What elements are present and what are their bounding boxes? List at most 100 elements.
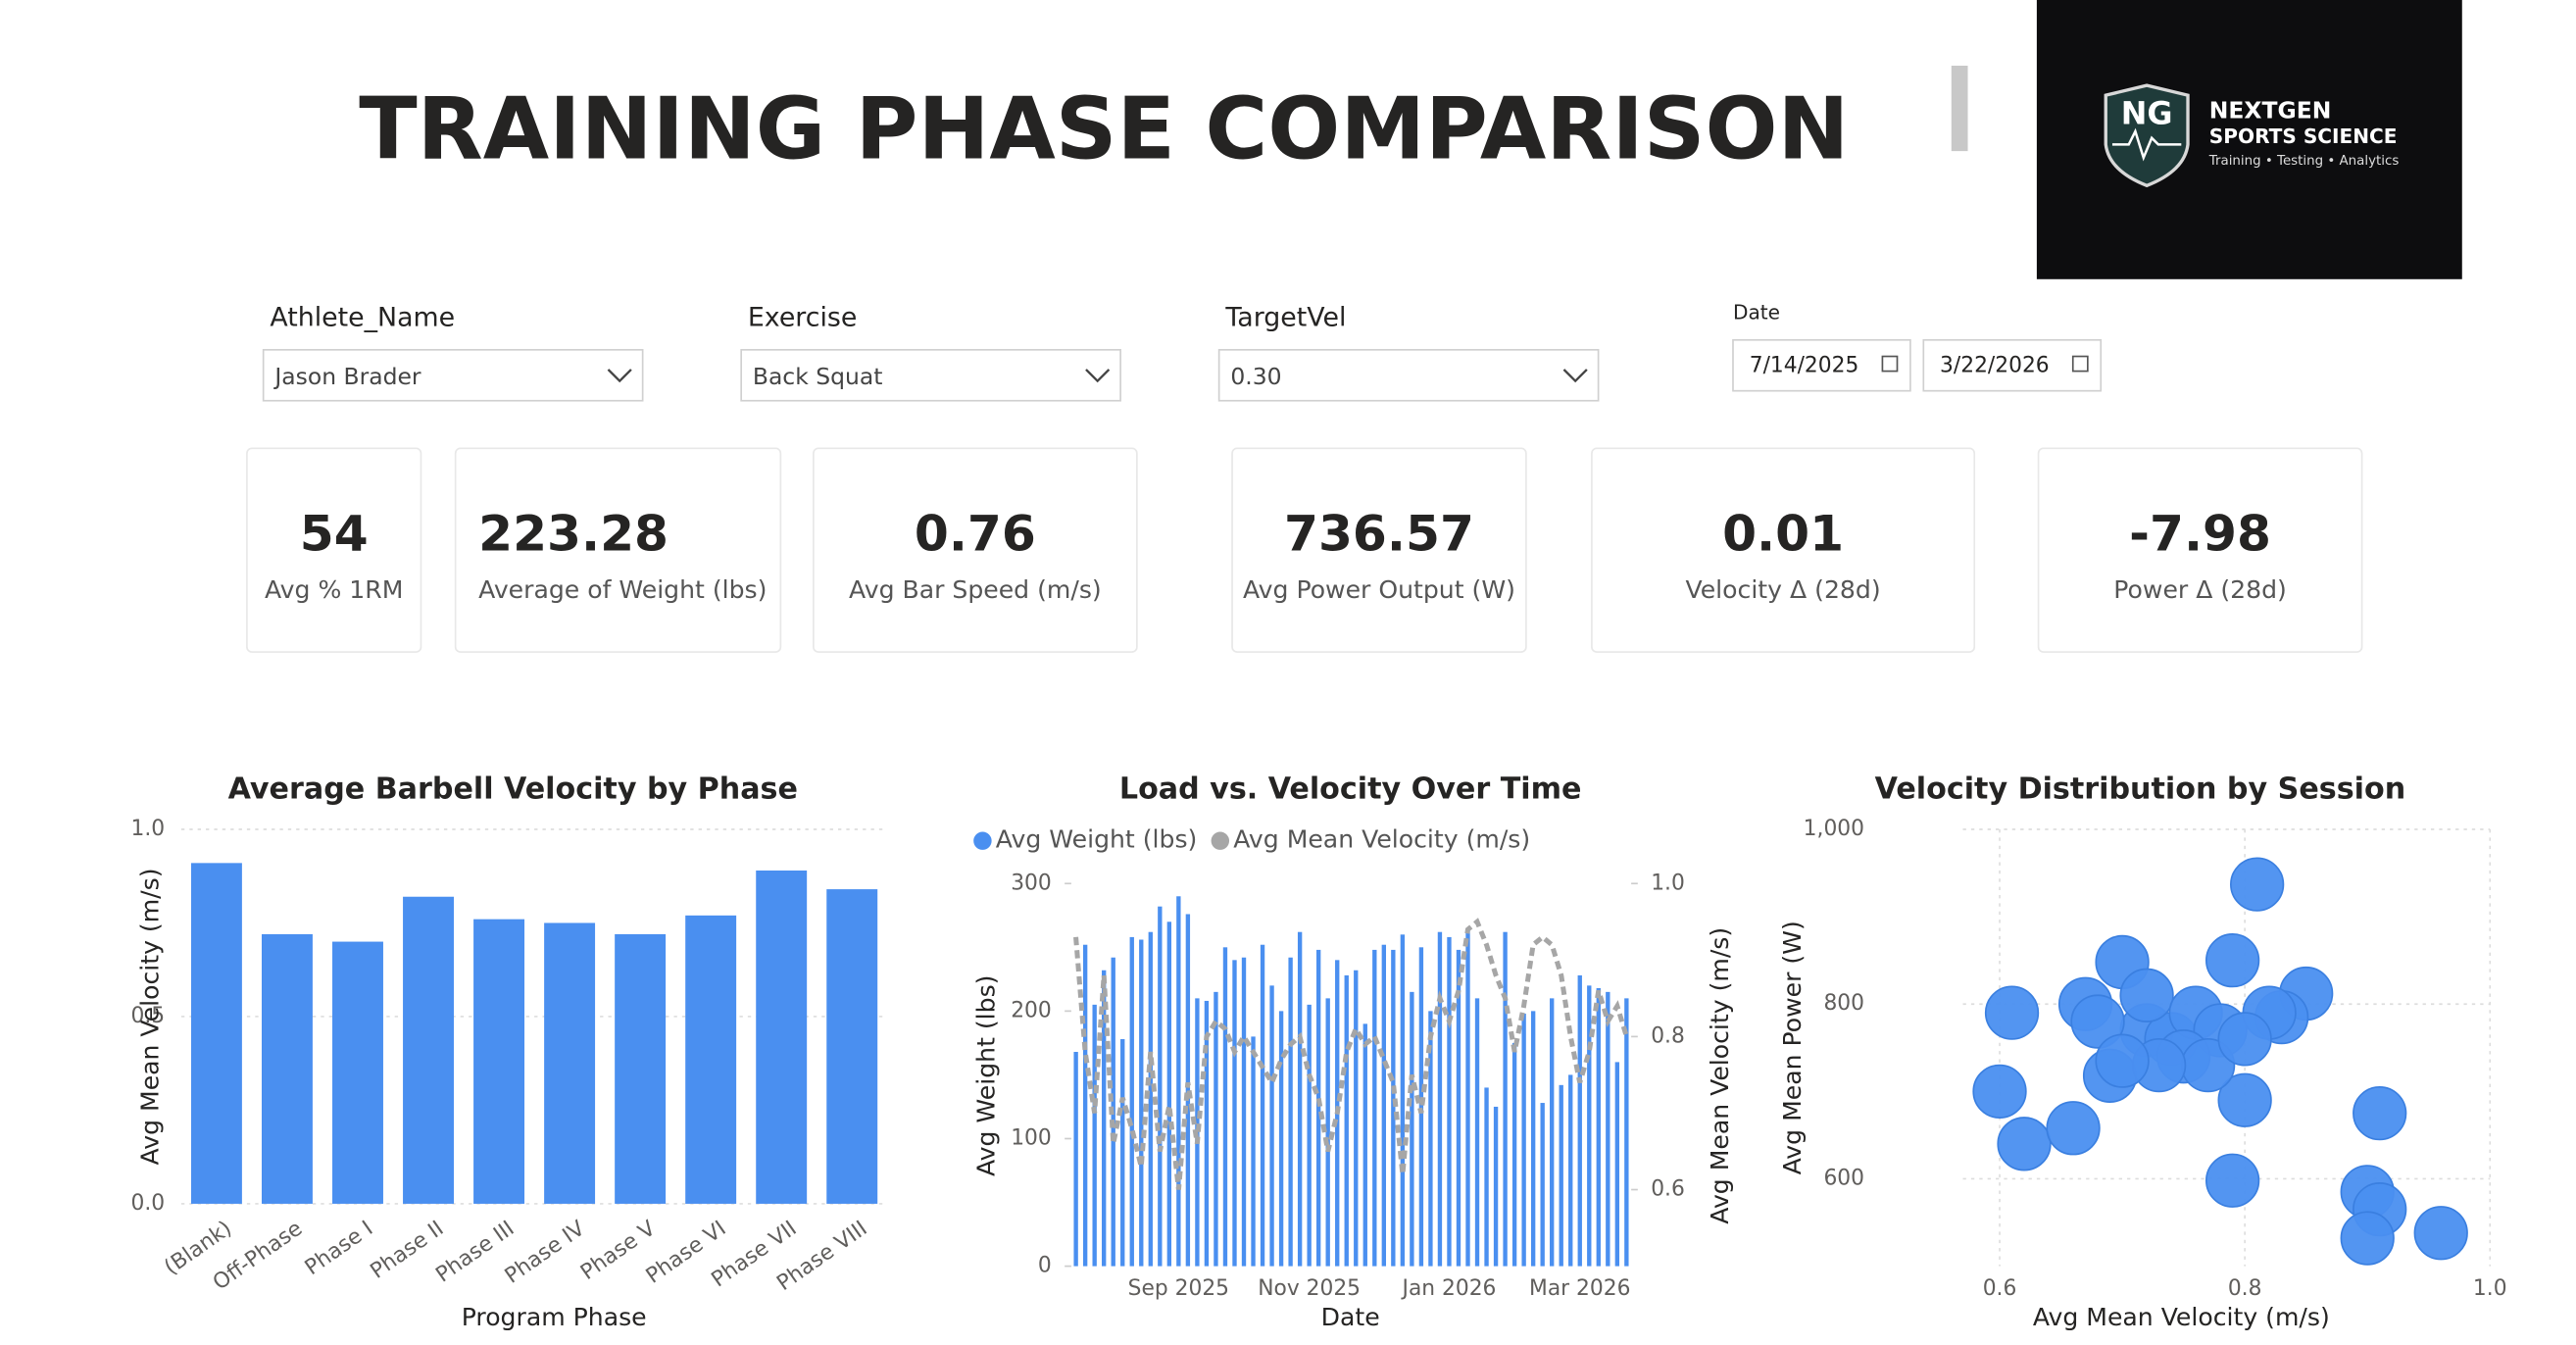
bar bbox=[1214, 991, 1218, 1267]
x-axis-title: Date bbox=[1321, 1303, 1380, 1331]
y-tick-label: 800 bbox=[1823, 991, 1864, 1016]
bar bbox=[1288, 957, 1293, 1267]
dropdown-chevron bbox=[1562, 369, 1588, 383]
bar bbox=[1297, 931, 1303, 1267]
bar bbox=[1241, 957, 1247, 1267]
bar bbox=[1540, 1103, 1545, 1267]
bar bbox=[1222, 947, 1228, 1267]
y2-axis-title: Avg Mean Velocity (m/s) bbox=[1706, 927, 1734, 1224]
scatter-point bbox=[1984, 985, 2040, 1040]
kpi-card bbox=[813, 447, 1138, 653]
filter-dropdown[interactable] bbox=[262, 348, 644, 402]
bar bbox=[1269, 985, 1274, 1267]
y-tick-label: 300 bbox=[1011, 871, 1052, 895]
logo-mark: NG bbox=[2121, 94, 2173, 131]
scatter-point bbox=[2353, 1085, 2407, 1141]
x-tick-label: Phase IV bbox=[501, 1217, 590, 1289]
bar bbox=[1315, 949, 1321, 1267]
bar bbox=[544, 922, 596, 1204]
filter-value: 0.30 bbox=[1230, 363, 1281, 390]
kpi-label: Average of Weight (lbs) bbox=[478, 575, 767, 604]
scatter-point bbox=[2230, 857, 2285, 912]
y-axis-title: Avg Weight (lbs) bbox=[971, 974, 1000, 1176]
kpi-label: Avg Bar Speed (m/s) bbox=[849, 575, 1102, 604]
bar bbox=[1204, 1000, 1210, 1267]
bar bbox=[403, 896, 454, 1204]
kpi-label: Avg % 1RM bbox=[265, 575, 403, 604]
scatter-point bbox=[2413, 1206, 2468, 1261]
bar bbox=[1166, 922, 1172, 1267]
bar bbox=[473, 919, 525, 1204]
bar bbox=[1493, 1106, 1499, 1267]
bar bbox=[1176, 896, 1181, 1267]
bar bbox=[826, 889, 878, 1204]
bar bbox=[1400, 934, 1406, 1267]
bar bbox=[1092, 1004, 1097, 1267]
kpi-card bbox=[2037, 447, 2363, 653]
bar bbox=[1251, 1036, 1256, 1267]
bar bbox=[1456, 949, 1461, 1267]
y-tick-label: 0 bbox=[1038, 1254, 1052, 1278]
chart-title: Load vs. Velocity Over Time bbox=[1119, 772, 1582, 806]
bar bbox=[1372, 949, 1377, 1267]
bar bbox=[1344, 974, 1349, 1267]
x-tick-label: 0.6 bbox=[1983, 1276, 2017, 1301]
bar bbox=[615, 933, 667, 1204]
bar bbox=[1362, 1023, 1367, 1267]
y-tick-label: 1,000 bbox=[1804, 817, 1864, 841]
logo-name: NEXTGEN bbox=[2209, 96, 2332, 124]
legend-marker bbox=[1211, 831, 1230, 850]
bar bbox=[1596, 987, 1601, 1267]
page-title: TRAINING PHASE COMPARISON bbox=[359, 78, 1849, 178]
filter-dropdown[interactable] bbox=[740, 348, 1121, 402]
bar bbox=[1559, 1084, 1563, 1267]
bar bbox=[1354, 970, 1359, 1267]
x-tick-label: Nov 2025 bbox=[1258, 1276, 1361, 1301]
bar bbox=[1120, 1038, 1125, 1267]
bar bbox=[1437, 931, 1443, 1267]
y-tick-label: 600 bbox=[1823, 1166, 1864, 1190]
kpi-value: 0.01 bbox=[1722, 504, 1844, 562]
y2-tick-label: 0.6 bbox=[1651, 1177, 1685, 1202]
logo-sub: SPORTS SCIENCE bbox=[2209, 125, 2398, 148]
x-axis-title: Avg Mean Velocity (m/s) bbox=[2033, 1303, 2330, 1331]
scatter-point bbox=[2095, 1033, 2150, 1088]
bar bbox=[1278, 1011, 1284, 1267]
y2-tick-label: 0.8 bbox=[1651, 1023, 1685, 1048]
date-input[interactable] bbox=[1732, 338, 1911, 392]
logo-tagline: Training • Testing • Analytics bbox=[2208, 154, 2400, 169]
bar bbox=[1139, 939, 1144, 1267]
bar bbox=[1428, 1011, 1433, 1267]
bar bbox=[1260, 944, 1265, 1267]
y-tick-label: 100 bbox=[1011, 1125, 1052, 1150]
divider bbox=[1951, 66, 1968, 152]
bar bbox=[1410, 991, 1414, 1267]
y-tick-label: 0.0 bbox=[131, 1191, 166, 1216]
y-tick-label: 0.5 bbox=[131, 1004, 166, 1028]
bar bbox=[1474, 998, 1480, 1267]
chart-title: Velocity Distribution by Session bbox=[1875, 772, 2405, 806]
kpi-card bbox=[246, 447, 422, 653]
filter-value: Jason Brader bbox=[272, 363, 421, 390]
bar bbox=[1614, 1062, 1620, 1267]
filter-label: TargetVel bbox=[1224, 302, 1346, 332]
scatter-point bbox=[2340, 1211, 2395, 1266]
logo-shield bbox=[2104, 83, 2190, 188]
date-input[interactable] bbox=[1922, 338, 2103, 392]
y2-tick-label: 1.0 bbox=[1651, 871, 1685, 895]
bar bbox=[332, 941, 383, 1204]
bar bbox=[1550, 998, 1555, 1267]
bar bbox=[1102, 970, 1107, 1267]
bar bbox=[1307, 1004, 1312, 1267]
scatter-point bbox=[2217, 1012, 2272, 1067]
kpi-card bbox=[454, 447, 782, 653]
filter-value: Back Squat bbox=[753, 363, 883, 390]
kpi-card bbox=[1231, 447, 1527, 653]
dropdown-chevron bbox=[1085, 369, 1111, 383]
bar bbox=[1185, 914, 1191, 1267]
bar bbox=[1587, 985, 1592, 1267]
y-axis-title: Avg Mean Velocity (m/s) bbox=[136, 868, 165, 1165]
filter-dropdown[interactable] bbox=[1217, 348, 1600, 402]
